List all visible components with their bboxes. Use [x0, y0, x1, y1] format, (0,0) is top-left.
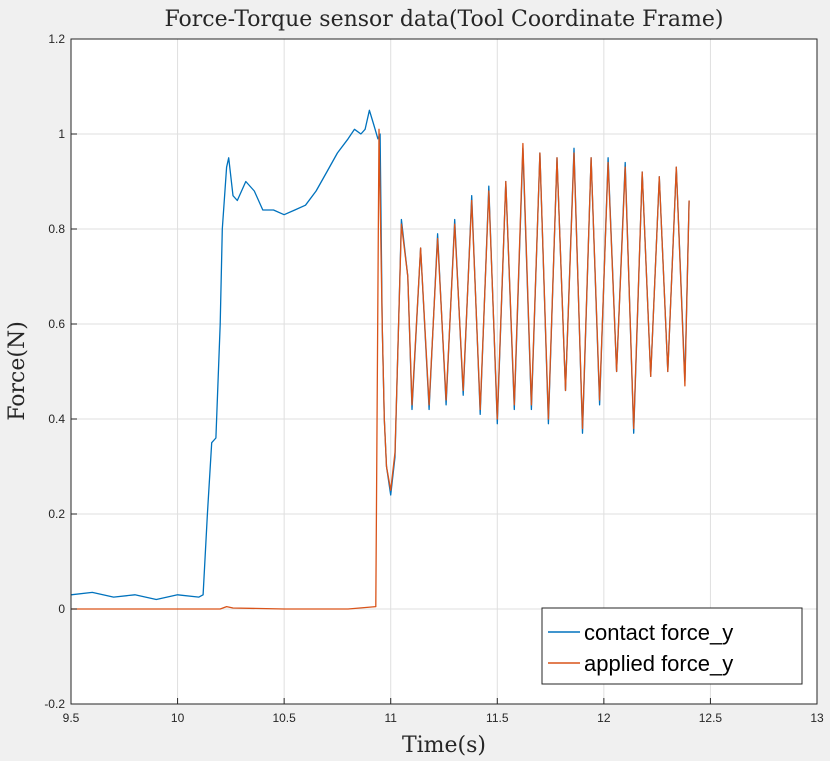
y-axis-ticks: -0.2 0 0.2 0.4 0.6 0.8 1 1.2: [44, 32, 77, 711]
y-axis-label: Force(N): [5, 321, 30, 421]
x-axis-label: Time(s): [402, 733, 486, 758]
x-tick-label: 11: [384, 711, 397, 725]
x-tick-label: 13: [810, 711, 824, 725]
plot-frame: [70, 38, 818, 705]
legend-label-contact-force: contact force_y: [584, 620, 733, 645]
y-tick-label: 0: [58, 602, 65, 616]
y-tick-label: 1.2: [48, 32, 65, 46]
y-tick-label: 0.6: [48, 317, 65, 331]
y-tick-label: -0.2: [44, 697, 65, 711]
legend-box: [541, 607, 803, 685]
series-line-applied-force: [71, 128, 690, 610]
x-tick-label: 12.5: [699, 711, 723, 725]
y-tick-label: 0.8: [48, 222, 65, 236]
x-tick-label: 9.5: [63, 711, 80, 725]
x-tick-label: 10: [171, 711, 185, 725]
y-tick-label: 0.4: [48, 412, 65, 426]
x-tick-label: 12: [597, 711, 611, 725]
legend: contact force_y applied force_y: [541, 607, 803, 685]
y-tick-label: 1: [58, 127, 65, 141]
x-tick-label: 10.5: [272, 711, 296, 725]
x-tick-label: 11.5: [486, 711, 509, 725]
chart-title: Force-Torque sensor data(Tool Coordinate…: [164, 7, 723, 32]
legend-label-applied-force: applied force_y: [584, 651, 733, 676]
y-tick-label: 0.2: [48, 507, 65, 521]
series-lines: [70, 109, 690, 610]
x-axis-ticks: 9.5 10 10.5 11 11.5 12 12.5 13: [63, 698, 824, 725]
